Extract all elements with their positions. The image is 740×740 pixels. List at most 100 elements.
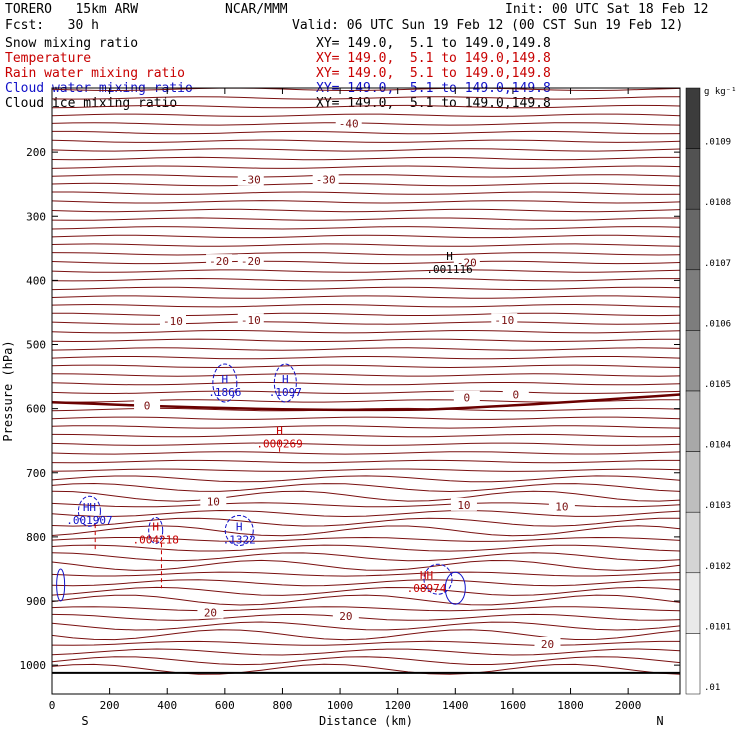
maximum-value: .08974 [407, 582, 447, 595]
isotherm-line [51, 468, 681, 472]
isotherm-line [51, 364, 681, 369]
isotherm-line [51, 104, 681, 109]
y-tick-label: 900 [26, 595, 46, 608]
isotherm-line [52, 130, 681, 135]
isotherm-line [51, 425, 681, 429]
isotherm-line [51, 96, 681, 100]
colorbar-label: .0109 [704, 138, 731, 148]
isotherm-line [51, 613, 681, 621]
contour-label-bg [450, 497, 477, 511]
rain-water-contours [94, 440, 281, 589]
isotherm-line [51, 243, 681, 247]
x-end-label-north: N [656, 714, 663, 728]
isotherm-line [51, 502, 681, 508]
contour-label: -10 [163, 315, 183, 328]
colorbar-label: .01 [704, 683, 720, 693]
contour-label: -30 [241, 174, 261, 187]
colorbar-segment [685, 269, 701, 331]
x-tick-label: 1800 [557, 699, 584, 712]
isotherm-line [51, 381, 681, 386]
maximum-value: .1322 [223, 533, 256, 546]
isotherm-line [51, 594, 681, 606]
isotherm-line [51, 87, 681, 92]
contour-label-bg [237, 254, 264, 268]
isotherm-line [51, 579, 681, 587]
isotherm-line [51, 200, 681, 204]
x-tick-label: 200 [100, 699, 120, 712]
isotherm-line [51, 544, 681, 552]
isotherm-line [51, 525, 681, 537]
y-tick-label: 700 [26, 467, 46, 480]
colorbar-segment [685, 208, 701, 271]
colorbar-label: .0104 [704, 441, 731, 451]
colorbar-segment [685, 148, 701, 210]
isotherm-line [51, 165, 681, 169]
contour-label-bg [237, 313, 264, 327]
cloud-water-contour [273, 363, 297, 403]
isotherm-line [51, 277, 680, 282]
isotherm-line [51, 303, 681, 308]
cloud-water-contour [77, 495, 101, 527]
contour-label: 20 [339, 610, 352, 623]
contour-label-bg [159, 313, 186, 327]
x-tick-label: 2000 [615, 699, 642, 712]
isotherm-line [51, 295, 681, 299]
cloud-water-contour [212, 363, 238, 403]
center-title: NCAR/MMM [225, 2, 288, 17]
isotherm-line [51, 442, 681, 446]
isotherm-line [51, 552, 681, 562]
maximum-value: .1866 [208, 386, 241, 399]
colorbar-segment [685, 511, 701, 574]
temperature-contour-labels: -40 -30 -30 -20 -20 -20 -10 -10 -10 0 0 0 10 10 10 20 20… [134, 116, 575, 651]
colorbar-segment [685, 633, 701, 695]
x-tick-label: 800 [273, 699, 293, 712]
axes: 0 200 400 600 800 1000 1200 1400 1600 1800 2000200… [20, 88, 680, 712]
isotherm-line [51, 321, 681, 325]
maximum-mark: H [152, 520, 159, 533]
maximum-mark: H [222, 373, 229, 386]
isotherm-line [51, 656, 681, 666]
isotherm-line [51, 208, 681, 213]
colorbar-label: .0101 [704, 622, 731, 632]
colorbar-segment [685, 572, 701, 634]
maximum-value: .001116 [426, 263, 472, 276]
y-tick-label: 1000 [20, 659, 47, 672]
isotherm-line [51, 156, 680, 161]
isotherm-line [52, 191, 681, 195]
colorbar-label: .0103 [704, 501, 731, 511]
field-xy-rain: XY= 149.0, 5.1 to 149.0,149.8 [316, 66, 551, 81]
isotherm-line [51, 451, 681, 455]
colorbar-label: .0102 [704, 562, 731, 572]
isotherm-line [51, 269, 681, 273]
field-label-rain: Rain water mixing ratio [5, 66, 186, 81]
contour-label-bg [534, 636, 561, 650]
x-tick-label: 1400 [442, 699, 469, 712]
cloud-water-contour [444, 571, 466, 605]
isotherm-line [51, 252, 681, 256]
valid-time: Valid: 06 UTC Sun 19 Feb 12 (00 CST Sun … [292, 18, 684, 33]
maximum-mark: H [236, 520, 243, 533]
contour-label-bg [491, 313, 518, 327]
cloud-water-contour [56, 568, 66, 602]
isotherm-line [51, 490, 681, 502]
isotherm-line [51, 329, 681, 334]
contour-label-bg [335, 116, 362, 130]
maximum-value: .004218 [133, 533, 179, 546]
contour-label: 20 [541, 638, 554, 651]
cloud-water-contours [56, 363, 466, 605]
contour-label: -20 [241, 255, 261, 268]
isotherm-line [51, 482, 681, 493]
isotherm-line [51, 312, 681, 317]
plot-frame [51, 87, 681, 695]
y-tick-label: 400 [26, 274, 46, 287]
isotherm-line [51, 148, 681, 152]
isotherm-line [51, 338, 680, 343]
isotherm-line [51, 475, 681, 483]
x-tick-label: 600 [215, 699, 235, 712]
colorbar-label: .0105 [704, 380, 731, 390]
contour-label: -10 [241, 314, 261, 327]
isotherm-line [51, 373, 681, 377]
colorbar-unit: g kg⁻¹ [704, 87, 737, 97]
